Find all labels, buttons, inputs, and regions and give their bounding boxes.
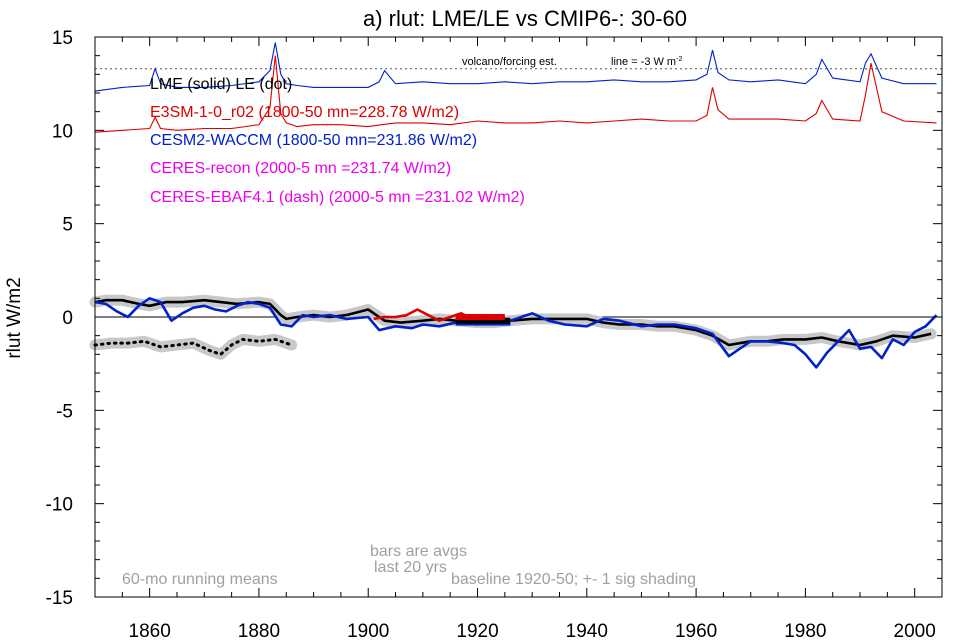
baseline-note: baseline 1920-50; +- 1 sig shading (451, 571, 696, 588)
x-tick-label: 1980 (784, 621, 826, 641)
x-tick-label: 1920 (456, 621, 498, 641)
avg-bar-e3sm-1-0-r02 (455, 314, 505, 320)
legend-entry-cesm2: CESM2-WACCM (1800-50 mn=231.86 W/m2) (150, 132, 477, 149)
series-line-e3sm-1-0-r02 (94, 55, 937, 133)
bars-note-line2: last 20 yrs (374, 559, 447, 576)
y-tick-label: 15 (52, 28, 73, 49)
y-tick-label: -15 (46, 588, 73, 609)
x-tick-label: 2000 (894, 621, 936, 641)
y-tick-label: 0 (62, 308, 73, 329)
y-tick-label: 10 (52, 121, 73, 142)
volcano-annotation: volcano/forcing est. (462, 56, 557, 68)
line-annotation: line = -3 W m-2 (611, 56, 682, 68)
y-axis-label: rlut W/m2 (4, 277, 25, 358)
x-tick-label: 1900 (347, 621, 389, 641)
x-tick-label: 1940 (566, 621, 608, 641)
chart-title: a) rlut: LME/LE vs CMIP6-: 30-60 (363, 6, 687, 31)
avg-bar-lme (455, 317, 511, 324)
y-tick-label: -10 (46, 495, 73, 516)
legend-entry-ceres-recon: CERES-recon (2000-5 mn =231.74 W/m2) (150, 160, 451, 177)
x-tick-label: 1880 (238, 621, 280, 641)
series-line-cesm2-waccm (94, 42, 937, 92)
legend: LME (solid) LE (dot) E3SM-1-0_r02 (1800-… (150, 76, 525, 206)
x-tick-label: 1960 (675, 621, 717, 641)
x-tick-label: 1860 (129, 621, 171, 641)
bars-note-line1: bars are avgs (370, 543, 467, 560)
line-annotation-superscript: -2 (676, 56, 682, 63)
series-line-le (93, 337, 294, 356)
legend-entry-ceres-ebaf: CERES-EBAF4.1 (dash) (2000-5 mn =231.02 … (150, 189, 525, 206)
plot-area: 1860 1880 1900 1920 1940 1960 1980 2000 15 10 5 0 -5… (46, 28, 943, 641)
y-tick-label: 5 (62, 215, 73, 236)
y-tick-label: -5 (56, 401, 73, 422)
legend-header: LME (solid) LE (dot) (150, 76, 292, 93)
legend-entry-e3sm: E3SM-1-0_r02 (1800-50 mn=228.78 W/m2) (150, 104, 459, 121)
running-means-note: 60-mo running means (122, 571, 278, 588)
